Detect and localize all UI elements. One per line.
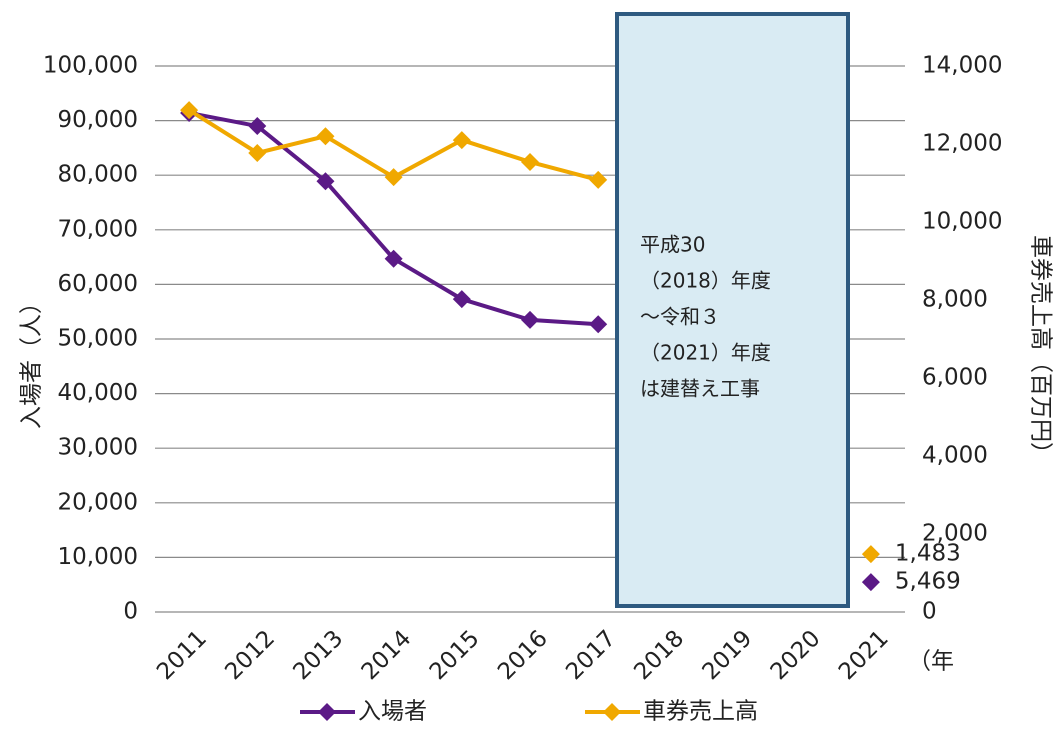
x-tick-label: 2014 bbox=[357, 625, 417, 685]
y-tick-label: 20,000 bbox=[58, 489, 138, 515]
x-tick-label: 2017 bbox=[561, 625, 621, 685]
annotation-box bbox=[615, 12, 850, 608]
marker bbox=[316, 127, 335, 146]
annotation-text: は建替え工事 bbox=[640, 377, 760, 401]
annotation-text: （2018）年度 bbox=[640, 269, 771, 293]
y-tick-label: 0 bbox=[123, 599, 138, 625]
y-axis-label: 入場者（人） bbox=[19, 291, 45, 429]
marker bbox=[521, 152, 539, 171]
legend-label: 入場者 bbox=[358, 699, 427, 725]
y2-axis-label: 車券売上高（百万円） bbox=[1028, 235, 1054, 465]
y-tick-label: 70,000 bbox=[58, 216, 138, 242]
marker bbox=[316, 172, 335, 191]
x-tick-label: 2016 bbox=[493, 625, 553, 685]
marker bbox=[180, 101, 199, 120]
y2-tick-label: 0 bbox=[922, 599, 937, 625]
y2-tick-label: 10,000 bbox=[922, 209, 1002, 235]
marker bbox=[589, 315, 608, 334]
marker bbox=[452, 131, 471, 150]
annotation-text: （2021）年度 bbox=[640, 341, 771, 365]
x-tick-label: 2011 bbox=[152, 625, 212, 685]
marker bbox=[248, 143, 267, 162]
legend-label: 車券売上高 bbox=[643, 699, 758, 725]
marker bbox=[521, 310, 539, 329]
x-tick-label: 2021 bbox=[834, 625, 894, 685]
y-tick-label: 100,000 bbox=[43, 53, 138, 79]
x-tick-label: 2019 bbox=[698, 625, 758, 685]
marker bbox=[452, 290, 471, 309]
legend-marker bbox=[603, 703, 621, 721]
x-tick-label: 2013 bbox=[289, 625, 349, 685]
annotation-text: 平成30 bbox=[640, 233, 705, 257]
y2-tick-label: 12,000 bbox=[922, 131, 1002, 157]
y-tick-label: 80,000 bbox=[58, 162, 138, 188]
y2-tick-label: 6,000 bbox=[922, 365, 988, 391]
x-tick-label: 2012 bbox=[220, 625, 280, 685]
data-label: 5,469 bbox=[895, 569, 961, 595]
y-tick-label: 60,000 bbox=[58, 271, 138, 297]
y-tick-label: 10,000 bbox=[58, 544, 138, 570]
data-label: 1,483 bbox=[895, 541, 961, 567]
y2-tick-label: 14,000 bbox=[922, 53, 1002, 79]
marker bbox=[861, 545, 880, 564]
annotation-text: ～令和３ bbox=[640, 305, 720, 329]
x-tick-label: 2020 bbox=[766, 625, 826, 685]
marker bbox=[589, 170, 608, 189]
legend-marker bbox=[318, 703, 336, 721]
x-axis-label: （年 bbox=[908, 649, 954, 675]
marker bbox=[861, 573, 880, 592]
y-tick-label: 50,000 bbox=[58, 326, 138, 352]
x-tick-label: 2015 bbox=[425, 625, 485, 685]
y2-tick-label: 8,000 bbox=[922, 287, 988, 313]
marker bbox=[248, 117, 267, 136]
y-tick-label: 30,000 bbox=[58, 435, 138, 461]
x-tick-label: 2018 bbox=[629, 625, 689, 685]
y2-tick-label: 2,000 bbox=[922, 521, 988, 547]
y-tick-label: 40,000 bbox=[58, 380, 138, 406]
y-tick-label: 90,000 bbox=[58, 107, 138, 133]
marker bbox=[384, 168, 403, 187]
marker bbox=[384, 249, 403, 268]
y2-tick-label: 4,000 bbox=[922, 443, 988, 469]
